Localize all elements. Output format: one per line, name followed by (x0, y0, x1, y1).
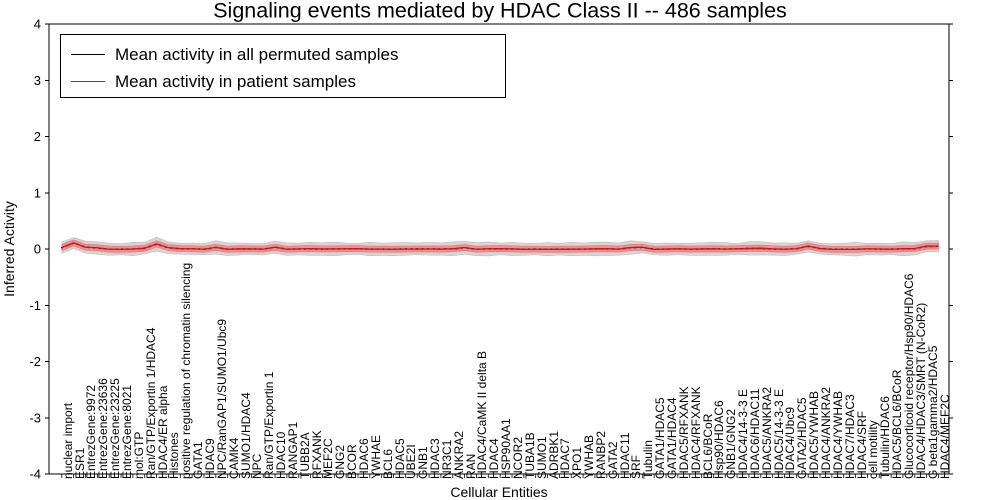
svg-text:-3: -3 (29, 410, 41, 425)
svg-text:3: 3 (34, 73, 41, 88)
svg-text:2: 2 (34, 129, 41, 144)
svg-text:0: 0 (34, 242, 41, 257)
svg-text:1: 1 (34, 185, 41, 200)
svg-text:Cellular Entities: Cellular Entities (450, 484, 547, 500)
svg-text:-2: -2 (29, 354, 41, 369)
svg-text:Signaling events mediated by H: Signaling events mediated by HDAC Class … (213, 0, 787, 23)
svg-text:4: 4 (34, 17, 41, 32)
svg-text:Inferred Activity: Inferred Activity (1, 201, 17, 297)
svg-text:-4: -4 (29, 467, 41, 482)
svg-text:-1: -1 (29, 298, 41, 313)
